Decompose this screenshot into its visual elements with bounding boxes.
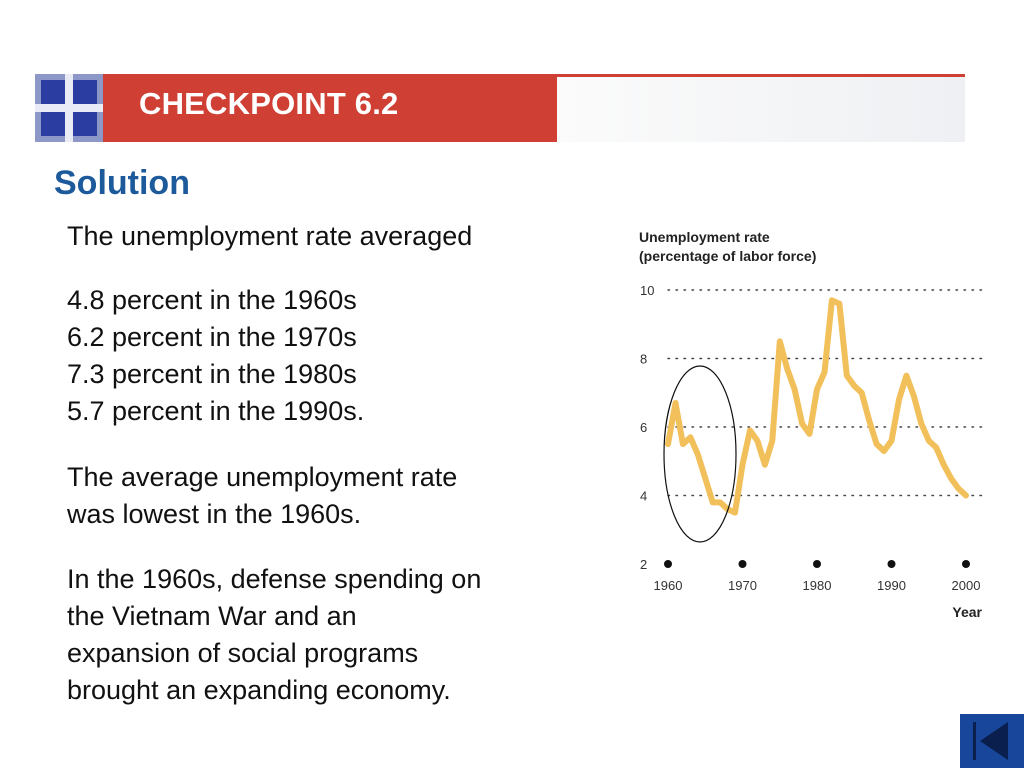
x-tick-label: 2000 xyxy=(952,578,981,593)
series-line xyxy=(665,297,969,516)
x-tick-dot xyxy=(738,560,747,568)
text-line: expansion of social programs xyxy=(67,638,419,668)
text-line: 5.7 percent in the 1990s. xyxy=(67,396,365,426)
x-tick-label: 1980 xyxy=(803,578,832,593)
logo-square xyxy=(73,112,97,136)
header-bar: CHECKPOINT 6.2 xyxy=(103,74,557,142)
logo-square xyxy=(41,112,65,136)
y-tick-label: 4 xyxy=(640,489,647,504)
text-line: 6.2 percent in the 1970s xyxy=(67,322,357,352)
y-tick-label: 6 xyxy=(640,420,647,435)
unemployment-chart: Unemployment rate (percentage of labor f… xyxy=(639,229,987,620)
text-line: The average unemployment rate xyxy=(67,462,458,492)
back-icon-bar xyxy=(973,722,976,760)
x-tick-label: 1960 xyxy=(654,578,683,593)
x-tick-dot xyxy=(962,560,970,568)
context-paragraph: In the 1960s, defense spending on the Vi… xyxy=(67,561,481,709)
y-tick-label: 8 xyxy=(640,352,647,367)
chart-title: Unemployment rate xyxy=(639,229,770,245)
logo-square xyxy=(73,80,97,104)
text-line: brought an expanding economy. xyxy=(67,675,451,705)
logo-mark xyxy=(35,74,103,142)
section-title: Solution xyxy=(54,164,190,202)
back-icon xyxy=(980,722,1008,760)
x-tick-dot xyxy=(664,560,672,568)
chart-subtitle: (percentage of labor force) xyxy=(639,248,816,264)
text-line: the Vietnam War and an xyxy=(67,601,357,631)
intro-paragraph: The unemployment rate averaged xyxy=(67,218,472,255)
x-tick-dot xyxy=(887,560,896,568)
header-accent xyxy=(557,74,965,142)
x-tick-dot xyxy=(813,560,821,568)
x-axis-label: Year xyxy=(952,604,982,620)
averages-paragraph: 4.8 percent in the 1960s 6.2 percent in … xyxy=(67,282,364,430)
back-button[interactable] xyxy=(960,714,1024,768)
text-line: was lowest in the 1960s. xyxy=(67,499,362,529)
text-line: 7.3 percent in the 1980s xyxy=(67,359,357,389)
y-tick-label: 10 xyxy=(640,283,654,298)
x-tick-label: 1970 xyxy=(728,578,757,593)
text-line: The unemployment rate averaged xyxy=(67,221,473,251)
logo-divider xyxy=(35,104,103,112)
text-line: 4.8 percent in the 1960s xyxy=(67,285,357,315)
highlight-ellipse xyxy=(663,365,737,543)
logo-square xyxy=(41,80,65,104)
lowest-paragraph: The average unemployment rate was lowest… xyxy=(67,459,457,533)
x-tick-label: 1990 xyxy=(877,578,906,593)
text-line: In the 1960s, defense spending on xyxy=(67,564,482,594)
y-tick-label: 2 xyxy=(640,557,647,572)
page-title: CHECKPOINT 6.2 xyxy=(139,86,399,121)
